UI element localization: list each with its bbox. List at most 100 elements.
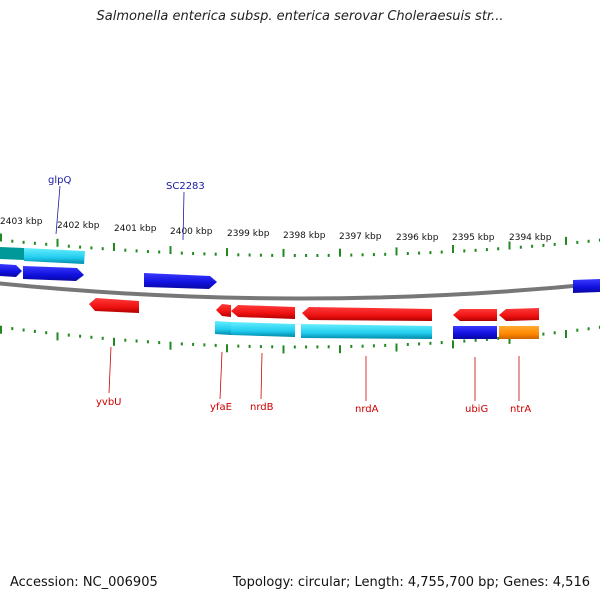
minor-tick — [474, 248, 477, 252]
minor-tick — [248, 253, 251, 257]
minor-tick — [158, 250, 161, 254]
leader-line — [108, 346, 112, 394]
minor-tick — [101, 336, 104, 340]
leader-line — [219, 351, 223, 400]
minor-tick — [259, 345, 262, 349]
minor-tick — [350, 253, 353, 257]
minor-tick — [598, 325, 600, 329]
minor-tick — [542, 243, 545, 247]
feature-ubiG-blue[interactable] — [453, 326, 497, 339]
gene-label-SC2283[interactable]: SC2283 — [166, 181, 205, 192]
gene-label-ubiG[interactable]: ubiG — [465, 404, 488, 415]
minor-tick — [45, 331, 48, 335]
gene-label-ntrA[interactable]: ntrA — [510, 404, 531, 415]
scale-label: 2403 kbp — [0, 217, 43, 227]
minor-tick — [101, 247, 104, 251]
minor-tick — [22, 328, 25, 332]
minor-tick — [33, 241, 36, 245]
leader-line — [55, 185, 61, 235]
minor-tick — [576, 328, 579, 332]
minor-tick — [497, 247, 500, 251]
major-tick — [226, 248, 228, 257]
minor-tick — [384, 343, 387, 347]
gene-forward-1[interactable] — [0, 264, 22, 277]
minor-tick — [553, 331, 556, 335]
minor-tick — [587, 239, 590, 243]
minor-tick — [440, 341, 443, 345]
minor-tick — [192, 342, 195, 346]
minor-tick — [316, 345, 319, 349]
scale-label: 2400 kbp — [170, 227, 213, 237]
accession-text: Accession: NC_006905 — [10, 575, 158, 590]
gene-glpQ[interactable] — [23, 266, 84, 281]
minor-tick — [361, 344, 364, 348]
major-tick — [282, 345, 285, 354]
major-tick — [452, 340, 454, 349]
gene-label-nrdB[interactable]: nrdB — [250, 402, 274, 413]
scale-label: 2395 kbp — [452, 233, 495, 243]
minor-tick — [485, 248, 488, 252]
major-tick — [395, 343, 398, 352]
minor-tick — [553, 242, 556, 246]
gene-SC2283[interactable] — [144, 273, 217, 289]
minor-tick — [305, 254, 308, 257]
major-tick — [56, 332, 59, 341]
major-tick — [56, 238, 59, 247]
minor-tick — [463, 339, 466, 343]
minor-tick — [146, 340, 149, 344]
minor-tick — [11, 239, 14, 243]
chromosome-backbone — [0, 281, 600, 301]
gene-nrdA[interactable] — [302, 307, 432, 321]
gene-label-glpQ[interactable]: glpQ — [48, 175, 71, 186]
minor-tick — [180, 342, 183, 346]
minor-tick — [90, 246, 93, 250]
reverse-strand-features — [89, 298, 539, 339]
minor-tick — [327, 253, 330, 257]
minor-tick — [135, 249, 138, 253]
minor-tick — [180, 251, 183, 255]
gene-ubiG[interactable] — [453, 309, 497, 321]
scale-label: 2397 kbp — [339, 232, 382, 242]
minor-tick — [79, 334, 82, 338]
gene-label-yvbU[interactable]: yvbU — [96, 397, 122, 408]
major-tick — [508, 241, 511, 250]
minor-tick — [45, 242, 48, 246]
minor-tick — [372, 253, 375, 257]
minor-tick — [440, 250, 443, 254]
bottom-gene-labels: yvbU yfaE nrdB nrdA ubiG ntrA — [96, 346, 531, 415]
minor-tick — [429, 251, 432, 255]
gene-label-nrdA[interactable]: nrdA — [355, 404, 379, 415]
minor-tick — [350, 344, 353, 348]
feature-ntrA-orange[interactable] — [499, 326, 539, 339]
minor-tick — [271, 345, 274, 349]
major-tick — [282, 248, 285, 257]
minor-tick — [418, 251, 421, 255]
minor-tick — [406, 343, 409, 346]
gene-yfaE[interactable] — [216, 304, 231, 317]
minor-tick — [214, 252, 217, 256]
minor-tick — [124, 248, 127, 252]
scale-label: 2401 kbp — [114, 224, 157, 234]
major-tick — [339, 345, 341, 354]
gene-nrdB[interactable] — [231, 305, 295, 319]
feature-yfaE-cyan[interactable] — [215, 321, 231, 335]
minor-tick — [124, 338, 127, 342]
major-tick — [565, 236, 567, 245]
gene-label-yfaE[interactable]: yfaE — [210, 402, 232, 413]
gene-cyan-feature[interactable] — [0, 247, 24, 260]
minor-tick — [406, 252, 409, 255]
gene-yvbU[interactable] — [89, 298, 139, 313]
minor-tick — [372, 344, 375, 348]
gene-glpQ-cyan[interactable] — [24, 248, 85, 264]
minor-tick — [305, 345, 308, 349]
gene-ntrA[interactable] — [499, 308, 539, 321]
minor-tick — [531, 244, 534, 248]
gene-forward-right[interactable] — [573, 279, 600, 293]
leader-line — [182, 191, 185, 241]
scale-label: 2399 kbp — [227, 229, 270, 239]
minor-tick — [327, 345, 330, 349]
feature-nrdA-cyan[interactable] — [301, 324, 432, 339]
feature-nrdB-cyan[interactable] — [231, 322, 295, 337]
scale-label: 2402 kbp — [57, 221, 100, 231]
leader-line — [260, 352, 263, 400]
